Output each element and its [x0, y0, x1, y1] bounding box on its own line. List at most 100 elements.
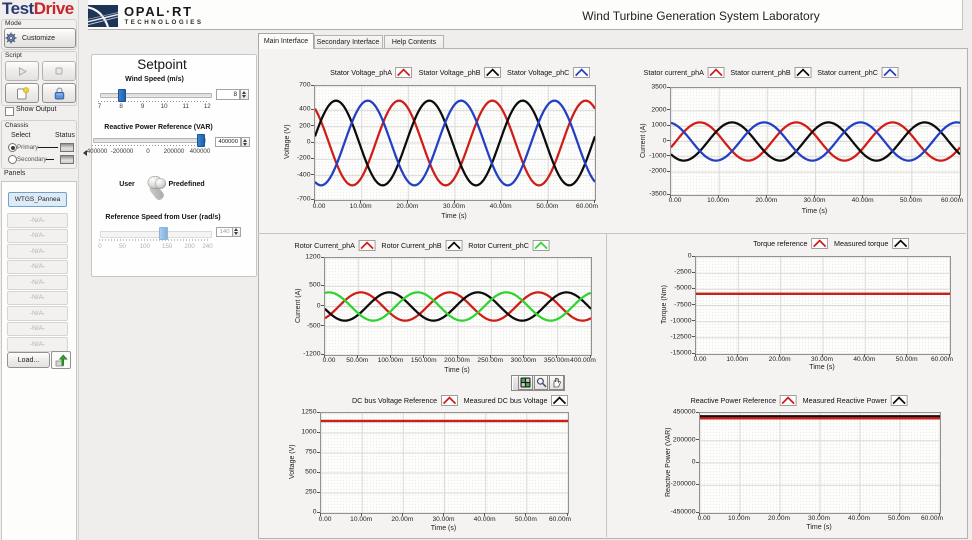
- x-tick-mark: [898, 513, 900, 516]
- x-tick-label: 150.00m: [410, 357, 437, 364]
- y-tick-mark: [695, 483, 699, 485]
- plot-area[interactable]: [699, 412, 941, 514]
- panel-item-na[interactable]: -N/A-: [7, 244, 68, 259]
- script-edit-button[interactable]: [5, 83, 39, 103]
- chassis-secondary-radio[interactable]: [8, 155, 17, 164]
- y-tick-label: 1250: [301, 408, 317, 416]
- legend-item[interactable]: Torque reference: [753, 238, 828, 249]
- panel-item-na[interactable]: -N/A-: [7, 321, 68, 336]
- testdrive-logo: TestDrive: [2, 0, 74, 19]
- y-tick-mark: [320, 284, 324, 286]
- reactive-power-spin-down-icon[interactable]: [243, 142, 247, 146]
- panel-item-na[interactable]: -N/A-: [7, 337, 68, 352]
- user-predefined-toggle[interactable]: [144, 174, 174, 208]
- legend-line-sample-icon: [440, 395, 458, 406]
- plot-area[interactable]: [695, 256, 951, 355]
- y-tick-label: -2500: [674, 268, 692, 276]
- chassis-secondary-status-meter: [60, 155, 74, 164]
- legend-label: Measured Reactive Power: [802, 395, 887, 405]
- x-tick-mark: [356, 355, 358, 358]
- script-lock-button[interactable]: [42, 83, 76, 103]
- x-tick-label: 40.00m: [851, 197, 874, 204]
- legend-item[interactable]: Stator Voltage_phC: [507, 66, 590, 78]
- x-tick-mark: [862, 195, 864, 198]
- reference-speed-spinner[interactable]: [232, 227, 241, 237]
- y-tick-label: 1000: [651, 121, 667, 129]
- wind-speed-slider-track[interactable]: [99, 92, 212, 98]
- chassis-primary-label: Primary: [17, 143, 39, 151]
- y-tick-label: -7500: [674, 301, 692, 308]
- legend-item[interactable]: Measured torque: [834, 238, 909, 249]
- panel-item-na[interactable]: -N/A-: [7, 275, 68, 290]
- legend-item[interactable]: DC bus Voltage Reference: [352, 395, 458, 406]
- legend-item[interactable]: Rotor Current_phB: [381, 239, 463, 251]
- reactive-power-spin-up-icon[interactable]: [243, 138, 247, 142]
- x-tick-label: 60.00m: [941, 197, 963, 204]
- graph-cursor-button[interactable]: [518, 375, 533, 390]
- legend-item[interactable]: Rotor Current_phC: [468, 239, 550, 251]
- reactive-power-slider-track[interactable]: [92, 138, 206, 143]
- reference-speed-spin-down-icon[interactable]: [234, 232, 239, 236]
- plot-area[interactable]: [324, 257, 592, 356]
- tab-secondary-interface[interactable]: Secondary Interface: [313, 35, 383, 49]
- reactive-power-spinner[interactable]: [240, 137, 250, 147]
- legend-item[interactable]: Stator Voltage_phB: [419, 66, 501, 78]
- legend-item[interactable]: Rotor Current_phA: [295, 239, 376, 251]
- wind-speed-slider-thumb[interactable]: [117, 88, 127, 102]
- legend-item[interactable]: Stator current_phB: [730, 66, 812, 78]
- panel-item-na[interactable]: -N/A-: [7, 290, 68, 305]
- x-tick-label: 20.00m: [768, 355, 791, 363]
- panel-item-active[interactable]: WTGS_Pannea: [8, 192, 67, 207]
- graph-pan-button[interactable]: [549, 375, 565, 390]
- tab-main-interface[interactable]: Main Interface: [258, 32, 314, 49]
- reference-speed-slider-track[interactable]: [99, 230, 212, 238]
- panel-item-na[interactable]: -N/A-: [7, 213, 68, 228]
- load-button[interactable]: Load...: [7, 352, 50, 368]
- legend-item[interactable]: Measured Reactive Power: [802, 394, 908, 406]
- reference-speed-spin-up-icon[interactable]: [234, 228, 239, 232]
- open-panel-icon: [55, 354, 68, 366]
- panel-item-na[interactable]: -N/A-: [7, 228, 68, 243]
- y-tick-mark: [316, 411, 320, 413]
- x-tick-mark: [906, 354, 908, 357]
- legend-label: Rotor Current_phB: [381, 240, 442, 250]
- x-tick-mark: [694, 354, 696, 357]
- chassis-primary-radio[interactable]: [8, 143, 17, 152]
- x-tick-mark: [456, 355, 458, 358]
- plot-area[interactable]: [670, 87, 961, 196]
- panel-item-na[interactable]: -N/A-: [7, 259, 68, 274]
- graph-zoom-button[interactable]: [533, 375, 549, 390]
- plot-area[interactable]: [314, 85, 596, 201]
- script-run-button[interactable]: [5, 61, 39, 81]
- customize-button[interactable]: Customize: [4, 28, 76, 48]
- y-tick-mark: [666, 109, 670, 111]
- x-tick-mark: [453, 200, 455, 203]
- tab-help-contents[interactable]: Help Contents: [384, 35, 444, 49]
- legend-item[interactable]: Stator current_phA: [644, 66, 725, 78]
- legend-item[interactable]: Stator current_phC: [817, 66, 899, 78]
- plot-area[interactable]: [320, 412, 569, 514]
- wind-speed-spin-down-icon[interactable]: [242, 94, 246, 98]
- reference-speed-slider-thumb[interactable]: [159, 226, 168, 240]
- script-stop-button[interactable]: [42, 61, 76, 81]
- slider-scale-label: 9: [140, 103, 145, 110]
- y-tick-mark: [691, 255, 695, 257]
- legend-item[interactable]: Measured DC bus Voltage: [464, 395, 568, 406]
- y-tick-mark: [691, 287, 695, 289]
- legend-item[interactable]: Reactive Power Reference: [691, 394, 797, 406]
- reactive-power-slider-thumb[interactable]: [196, 134, 206, 147]
- y-tick-label: 0: [691, 458, 696, 466]
- x-tick-label: 30.00m: [808, 515, 830, 522]
- panel-item-na[interactable]: -N/A-: [7, 306, 68, 321]
- x-tick-label: 10.00m: [349, 202, 372, 210]
- y-tick-label: -500: [306, 322, 321, 330]
- stop-icon: [55, 67, 63, 75]
- x-axis-title: Time (s): [441, 212, 467, 220]
- wind-speed-spinner[interactable]: [239, 88, 249, 100]
- wind-speed-spin-up-icon[interactable]: [242, 90, 246, 94]
- plot-svg: [321, 413, 568, 513]
- show-output-checkbox[interactable]: [5, 106, 14, 116]
- legend-item[interactable]: Stator Voltage_phA: [330, 66, 413, 78]
- sidebar-collapse-arrow[interactable]: [83, 150, 87, 156]
- load-panel-icon-button[interactable]: [51, 351, 71, 369]
